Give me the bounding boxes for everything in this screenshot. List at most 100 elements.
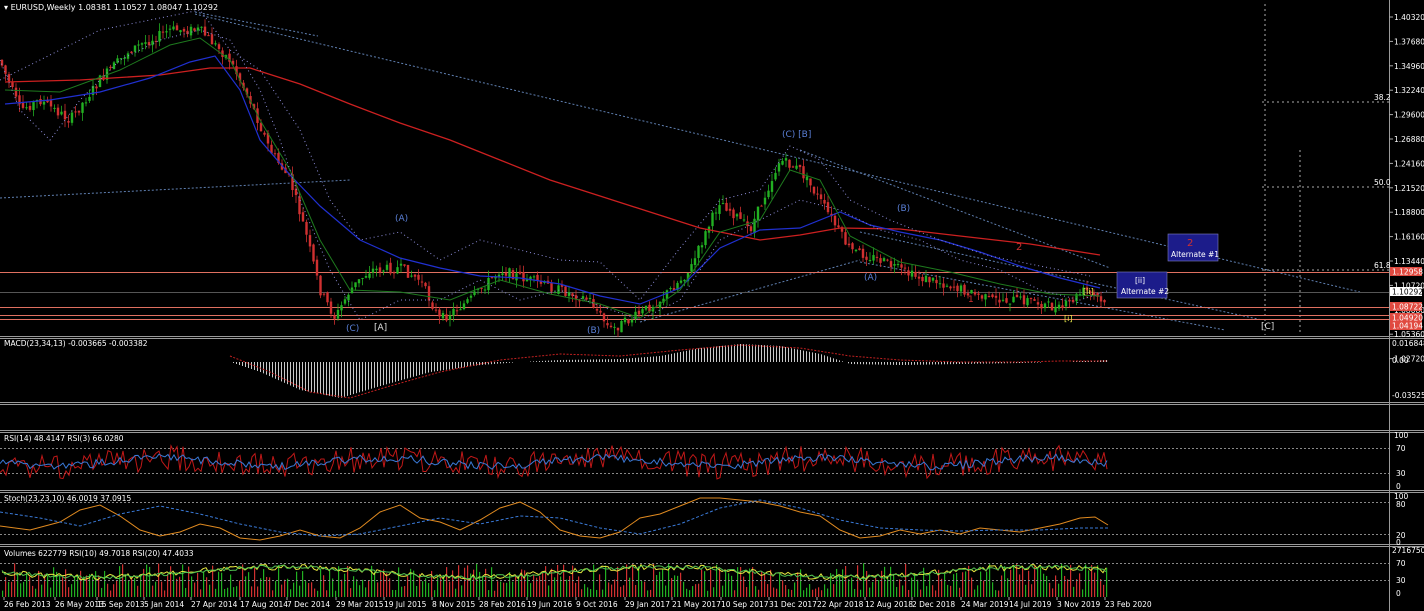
candle-body bbox=[336, 309, 340, 319]
axis-tick: 0.016848 bbox=[1392, 339, 1424, 348]
volume-bar bbox=[860, 589, 862, 597]
candle-body bbox=[217, 44, 221, 49]
volume-bar bbox=[818, 587, 820, 597]
volume-bar bbox=[671, 578, 673, 597]
candle-body bbox=[483, 289, 487, 291]
price-pane[interactable]: 38.2 50.0 61.8 1.40320 1.37680 1.34960 1.32… bbox=[0, 3, 1424, 364]
candle-body bbox=[763, 197, 767, 205]
volume-bar bbox=[755, 586, 757, 597]
macd-bar bbox=[707, 347, 708, 362]
price-tick: 1.34960 bbox=[1394, 62, 1424, 71]
volume-bar bbox=[602, 589, 604, 597]
volume-bar bbox=[572, 565, 574, 597]
volume-bar bbox=[761, 571, 763, 597]
candle-body bbox=[56, 107, 60, 116]
candle-body bbox=[819, 194, 823, 200]
candle-body bbox=[490, 276, 494, 278]
volume-bar bbox=[746, 587, 748, 597]
macd-bar bbox=[1013, 362, 1014, 364]
time-tick: 24 Mar 2019 bbox=[961, 600, 1009, 609]
volume-bar bbox=[656, 575, 658, 597]
candle-body bbox=[760, 205, 763, 207]
macd-pane[interactable]: MACD(23,34,13) -0.003665 -0.003382 0.016… bbox=[4, 339, 1424, 400]
candle-body bbox=[410, 275, 413, 277]
candle-body bbox=[900, 264, 903, 268]
volume-bar bbox=[293, 582, 295, 597]
axis-tick: 80 bbox=[1396, 500, 1406, 509]
macd-bar bbox=[659, 356, 660, 362]
volume-bar bbox=[158, 563, 160, 597]
macd-bar bbox=[950, 362, 951, 365]
volume-bar bbox=[686, 588, 688, 597]
volume-bar bbox=[161, 581, 163, 597]
volume-bar bbox=[956, 572, 958, 597]
price-box: 1.04194 bbox=[1392, 322, 1423, 331]
volume-bar bbox=[563, 564, 565, 597]
volume-pane[interactable]: Volumes 622779 RSI(10) 49.7018 RSI(20) 4… bbox=[0, 546, 1424, 598]
macd-bar bbox=[776, 345, 777, 362]
volume-bar bbox=[494, 590, 496, 597]
stoch-signal-line bbox=[0, 499, 1108, 537]
macd-bar bbox=[692, 349, 693, 362]
macd-bar bbox=[341, 362, 342, 398]
wave-label: 1 bbox=[968, 295, 974, 305]
volume-bar bbox=[596, 589, 598, 597]
macd-bar bbox=[446, 362, 447, 370]
macd-bar bbox=[992, 362, 993, 364]
volume-bar bbox=[938, 569, 940, 597]
macd-bar bbox=[461, 362, 462, 368]
candle-body bbox=[753, 218, 756, 234]
volume-bar bbox=[620, 586, 622, 597]
alternate-box[interactable]: [ii] Alternate #2 bbox=[1116, 271, 1169, 299]
volume-bar bbox=[416, 586, 418, 597]
candle-body bbox=[312, 244, 315, 262]
volume-bar bbox=[1073, 586, 1075, 597]
volume-bar bbox=[407, 576, 409, 597]
candle-body bbox=[392, 272, 396, 274]
macd-bar bbox=[1106, 360, 1107, 362]
volume-bar bbox=[131, 576, 133, 597]
macd-bar bbox=[947, 362, 948, 365]
candle-body bbox=[781, 160, 784, 165]
candle-body bbox=[823, 199, 826, 204]
fib-label: 50.0 bbox=[1374, 178, 1391, 187]
candle-body bbox=[893, 264, 896, 266]
stoch-pane[interactable]: Stoch(23,23,10) 46.0019 37.0915 100 80 2… bbox=[0, 492, 1409, 547]
volume-bar bbox=[659, 571, 661, 597]
macd-bar bbox=[503, 362, 504, 364]
candle-body bbox=[658, 301, 662, 308]
candle-body bbox=[539, 280, 543, 284]
volume-bar bbox=[398, 567, 400, 597]
volume-bar bbox=[137, 585, 139, 597]
volume-bar bbox=[803, 590, 805, 597]
price-tick: 1.24160 bbox=[1394, 159, 1424, 168]
volume-bar bbox=[323, 575, 325, 597]
alternate-box[interactable]: 2 Alternate #1 bbox=[1167, 233, 1219, 262]
candle-body bbox=[326, 292, 329, 303]
macd-bar bbox=[806, 351, 807, 362]
macd-bar bbox=[1028, 362, 1029, 363]
candle-body bbox=[732, 209, 735, 219]
volume-bar bbox=[827, 588, 829, 597]
ma-green-line bbox=[4, 37, 1101, 319]
macd-bar bbox=[611, 359, 612, 362]
macd-bar bbox=[278, 362, 279, 381]
volume-bar bbox=[590, 589, 592, 597]
volume-bar bbox=[968, 565, 970, 597]
rsi-pane[interactable]: RSI(14) 48.4147 RSI(3) 66.0280 100 70 30… bbox=[0, 431, 1409, 491]
time-tick: 27 Apr 2014 bbox=[191, 600, 238, 609]
volume-bar bbox=[797, 572, 799, 597]
macd-bar bbox=[899, 362, 900, 365]
macd-bar bbox=[551, 360, 552, 362]
candle-body bbox=[60, 111, 63, 115]
candle-body bbox=[266, 132, 270, 144]
candle-body bbox=[784, 158, 788, 161]
macd-bar bbox=[284, 362, 285, 383]
volume-bar bbox=[410, 568, 412, 597]
volume-bar bbox=[1076, 579, 1078, 597]
volume-bar bbox=[32, 585, 34, 597]
candle-body bbox=[693, 258, 697, 266]
candle-body bbox=[931, 277, 935, 281]
macd-bar bbox=[875, 362, 876, 365]
